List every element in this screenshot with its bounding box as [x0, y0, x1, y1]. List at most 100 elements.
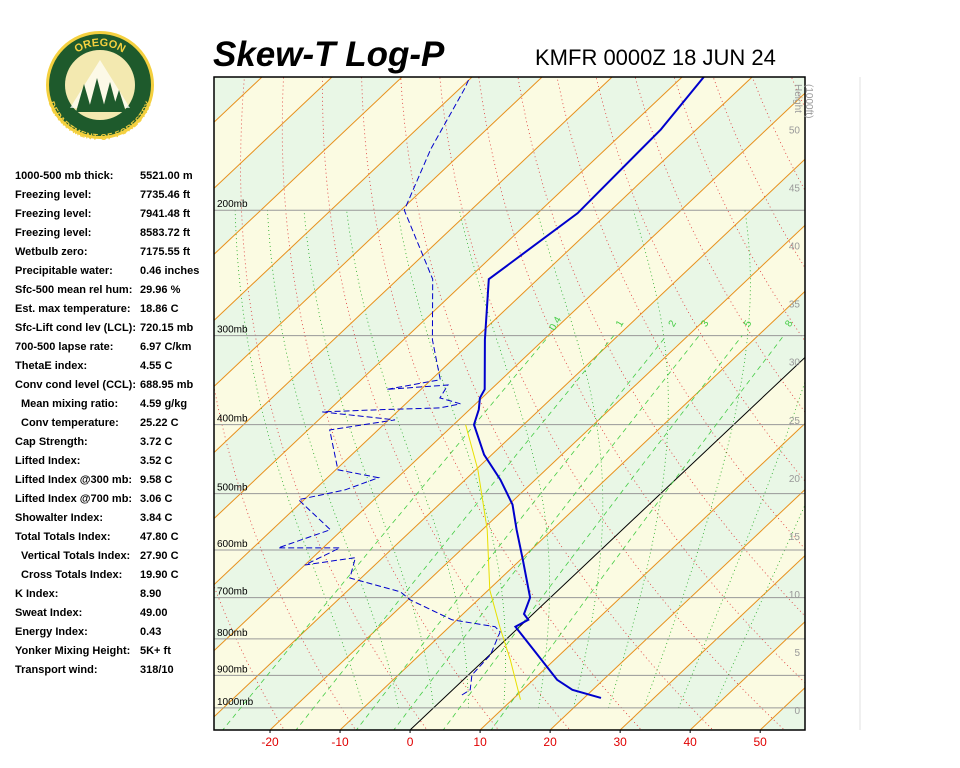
isotherm [214, 92, 805, 652]
dry-adiabat [439, 77, 785, 730]
dry-adiabat [948, 77, 960, 732]
dry-adiabat [214, 585, 285, 730]
stat-row: 1000-500 mb thick: 5521.00 m [15, 167, 199, 186]
profile-line [278, 77, 501, 696]
isotherm [214, 77, 753, 586]
isotherm [549, 488, 805, 730]
logo: OREGON DEPARTMENT OF FORESTRY [46, 31, 154, 142]
pressure-label: 200mb [217, 199, 248, 210]
isotherm [214, 77, 403, 256]
stat-row: Lifted Index @300 mb: 9.58 C [15, 471, 199, 490]
isotherm [269, 224, 805, 730]
stat-value: 5521.00 m [140, 170, 193, 182]
isotherm [214, 77, 333, 189]
stat-label: 700-500 lapse rate: [15, 341, 114, 353]
stat-label: Energy Index: [15, 626, 88, 638]
stat-row: Freezing level: 8583.72 ft [15, 224, 199, 243]
stat-value: 9.58 C [140, 474, 173, 486]
stat-label: Vertical Totals Index: [21, 550, 131, 562]
pressure-label: 500mb [217, 483, 248, 494]
x-tick-label: 40 [683, 735, 697, 749]
stat-row: Total Totals Index: 47.80 C [15, 528, 199, 547]
stat-row: Cap Strength: 3.72 C [15, 433, 199, 452]
isotherm [214, 77, 683, 520]
stat-row: Sfc-Lift cond lev (LCL): 720.15 mb [15, 319, 199, 338]
stat-value: 3.72 C [140, 436, 173, 448]
stat-label: Lifted Index @700 mb: [15, 493, 133, 505]
stat-value: 25.22 C [140, 417, 179, 429]
pressure-label: 700mb [217, 587, 248, 598]
stat-label: Showalter Index: [15, 512, 104, 524]
station: KMFR 0000Z 18 JUN 24 [535, 45, 776, 70]
stat-label: Sfc-500 mean rel hum: [15, 284, 133, 296]
height-tick-label: 10 [789, 590, 801, 601]
stat-value: 0.43 [140, 626, 162, 638]
mixing-ratio-label: 8 [783, 318, 796, 329]
stat-value: 4.59 g/kg [140, 398, 188, 410]
logo-top-text: OREGON [73, 37, 128, 56]
isotherm [619, 554, 805, 730]
stat-label: Yonker Mixing Height: [15, 645, 131, 657]
pressure-label: 400mb [217, 414, 248, 425]
pressure-label: 300mb [217, 325, 248, 336]
moist-adiabat [713, 504, 805, 709]
stat-value: 7175.55 ft [140, 246, 191, 258]
x-tick-label: -10 [331, 735, 349, 749]
stat-row: ThetaE index: 4.55 C [15, 357, 199, 376]
pressure-label: 600mb [217, 539, 248, 550]
isotherm [214, 158, 805, 718]
stat-value: 688.95 mb [140, 379, 194, 391]
stat-label: Freezing level: [15, 189, 92, 201]
stat-row: Freezing level: 7941.48 ft [15, 205, 199, 224]
stat-label: Transport wind: [15, 664, 98, 676]
isotherm [214, 77, 613, 454]
stat-value: 7735.46 ft [140, 189, 191, 201]
pressure-label: 800mb [217, 628, 248, 639]
isotherm [339, 290, 805, 730]
stat-row: Lifted Index: 3.52 C [15, 452, 199, 471]
band [900, 77, 960, 730]
stat-row: Transport wind: 318/10 [15, 661, 199, 680]
stat-row: Sfc-500 mean rel hum: 29.96 % [15, 281, 199, 300]
pressure-label: 1000mb [217, 697, 254, 708]
stat-label: K Index: [15, 588, 59, 600]
axes: 1000mb 900mb 800mb 700mb 600mb 500mb 400mb 300m… [213, 76, 814, 749]
moist-adiabat [303, 210, 434, 708]
height-tick-label: 15 [789, 532, 801, 543]
stat-row: 700-500 lapse rate: 6.97 C/km [15, 338, 199, 357]
x-tick-label: 30 [613, 735, 627, 749]
stat-row: Conv cond level (CCL): 688.95 mb [15, 376, 199, 395]
stat-label: Cross Totals Index: [21, 569, 123, 581]
stat-row: Yonker Mixing Height: 5K+ ft [15, 642, 199, 661]
stat-value: 49.00 [140, 607, 168, 619]
stat-value: 29.96 % [140, 284, 181, 296]
band [214, 93, 805, 717]
stat-row: Wetbulb zero: 7175.55 ft [15, 243, 199, 262]
stat-value: 5K+ ft [140, 645, 171, 657]
isotherm [900, 77, 960, 730]
mixing-ratio-line [355, 335, 667, 730]
stat-label: 1000-500 mb thick: [15, 170, 114, 182]
stat-label: Mean mixing ratio: [21, 398, 119, 410]
stat-label: Sfc-Lift cond lev (LCL): [15, 322, 136, 334]
isotherm [479, 422, 805, 730]
stat-value: 720.15 mb [140, 322, 194, 334]
stat-value: 0.46 inches [140, 265, 200, 277]
stat-row: Mean mixing ratio: 4.59 g/kg [15, 395, 199, 414]
stat-row: Est. max temperature: 18.86 C [15, 300, 199, 319]
x-tick-label: 0 [407, 735, 414, 749]
profile-line [465, 424, 521, 700]
stat-label: Freezing level: [15, 208, 92, 220]
x-tick-label: 10 [473, 735, 487, 749]
stat-value: 4.55 C [140, 360, 173, 372]
stat-label: Wetbulb zero: [15, 246, 88, 258]
dry-adiabat [870, 77, 960, 732]
title: Skew-T Log-P [213, 35, 445, 74]
logo-top: OREGON [73, 37, 128, 56]
x-tick-label: -20 [261, 735, 279, 749]
band [214, 159, 805, 730]
height-tick-label: 0 [794, 706, 800, 717]
stat-label: Sweat Index: [15, 607, 83, 619]
